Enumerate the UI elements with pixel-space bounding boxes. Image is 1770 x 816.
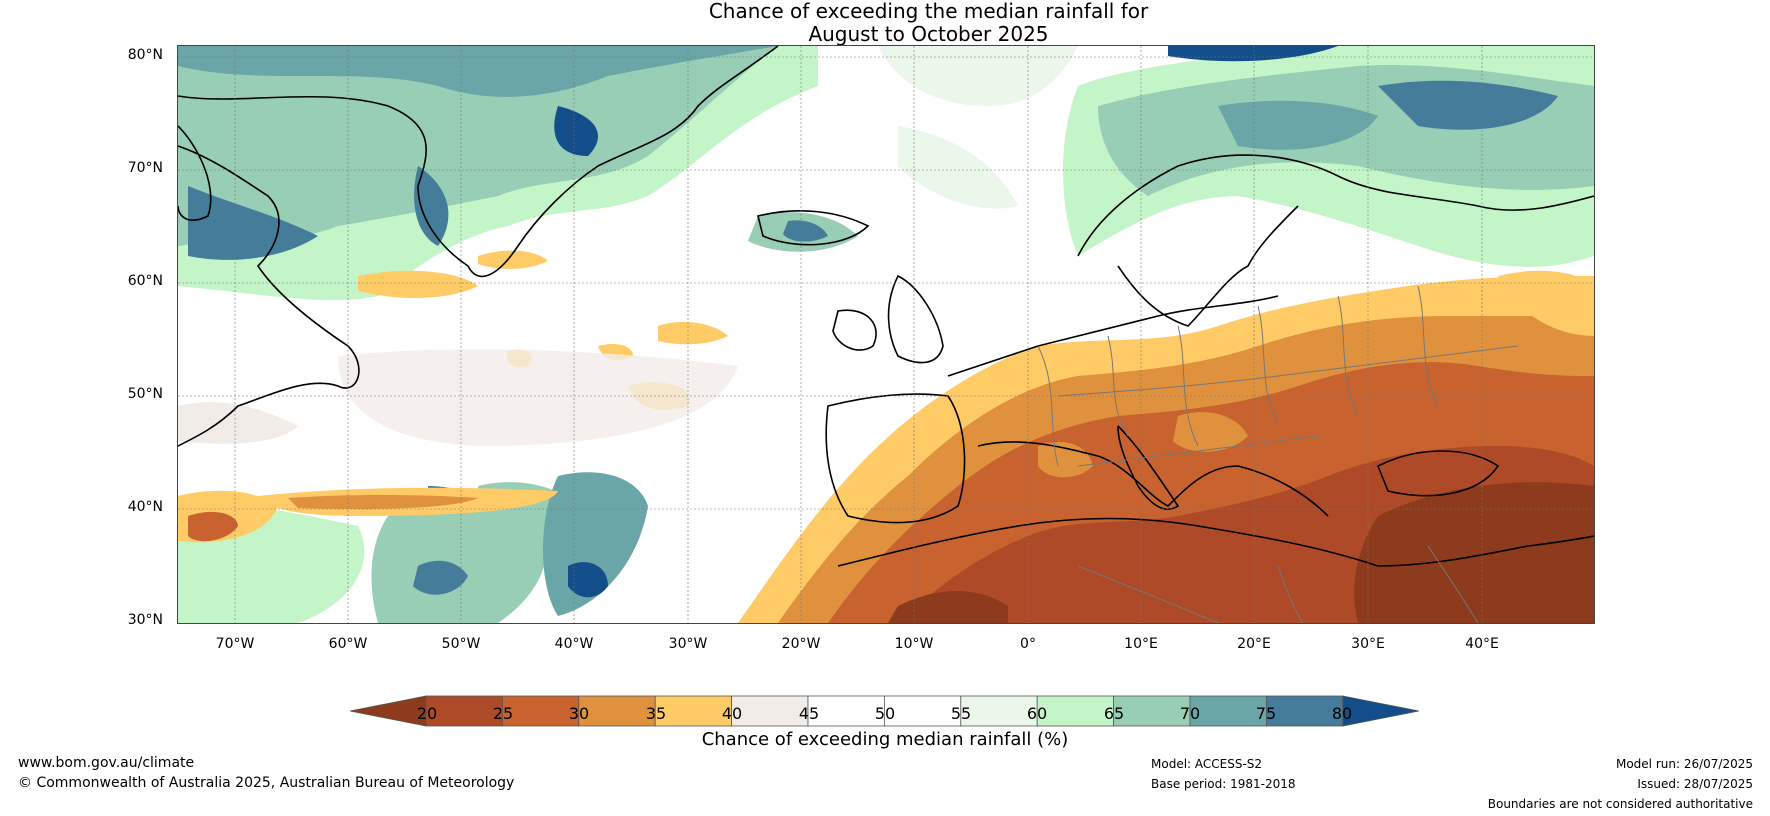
wet-anomaly-region xyxy=(178,46,1594,623)
lat-label-50n: 50°N xyxy=(127,386,163,402)
colorbar-cell xyxy=(1189,695,1267,727)
lon-label-20e: 20°E xyxy=(1237,636,1271,652)
lon-label-30w: 30°W xyxy=(668,636,708,652)
colorbar xyxy=(350,695,1419,727)
lat-label-40n: 40°N xyxy=(127,499,163,515)
lon-label-40w: 40°W xyxy=(554,636,594,652)
colorbar-cell xyxy=(731,695,809,727)
colorbar-tick-40: 40 xyxy=(721,704,743,723)
colorbar-tick-25: 25 xyxy=(492,704,514,723)
map-title: Chance of exceeding the median rainfall … xyxy=(0,0,1770,46)
footer-disclaimer: Boundaries are not considered authoritat… xyxy=(1487,797,1753,811)
title-line-1: Chance of exceeding the median rainfall … xyxy=(708,0,1149,23)
colorbar-cell xyxy=(425,695,503,727)
footer-website: www.bom.gov.au/climate xyxy=(18,755,195,771)
lat-label-60n: 60°N xyxy=(127,273,163,289)
footer-copyright: © Commonwealth of Australia 2025, Austra… xyxy=(18,775,515,791)
colorbar-extend-high xyxy=(1342,695,1419,727)
lat-label-80n: 80°N xyxy=(127,47,163,63)
map-svg xyxy=(178,46,1594,623)
colorbar-tick-70: 70 xyxy=(1179,704,1201,723)
footer-model: Model: ACCESS-S2 xyxy=(1151,757,1263,771)
lon-label-20w: 20°W xyxy=(781,636,821,652)
colorbar-tick-20: 20 xyxy=(416,704,438,723)
lon-label-10w: 10°W xyxy=(894,636,934,652)
lon-label-50w: 50°W xyxy=(441,636,481,652)
colorbar-cell xyxy=(884,695,962,727)
footer-issued: Issued: 28/07/2025 xyxy=(1637,777,1753,791)
colorbar-tick-50: 50 xyxy=(874,704,896,723)
graticule xyxy=(178,46,1594,623)
colorbar-tick-55: 55 xyxy=(950,704,972,723)
weak-dry-patches xyxy=(178,250,1594,543)
colorbar-tick-65: 65 xyxy=(1103,704,1125,723)
colorbar-cell xyxy=(501,695,580,727)
lon-label-10e: 10°E xyxy=(1124,636,1158,652)
colorbar-tick-45: 45 xyxy=(798,704,820,723)
lon-label-40e: 40°E xyxy=(1465,636,1499,652)
colorbar-tick-35: 35 xyxy=(645,704,667,723)
colorbar-cell xyxy=(1113,695,1191,727)
colorbar-tick-60: 60 xyxy=(1026,704,1048,723)
lon-label-0: 0° xyxy=(1020,636,1036,652)
coastlines xyxy=(178,46,1594,567)
lon-label-70w: 70°W xyxy=(215,636,255,652)
lat-label-30n: 30°N xyxy=(127,612,163,628)
rainfall-outlook-map xyxy=(177,45,1595,624)
colorbar-title: Chance of exceeding median rainfall (%) xyxy=(701,729,1069,750)
colorbar-cell xyxy=(578,695,656,727)
lon-label-60w: 60°W xyxy=(328,636,368,652)
colorbar-cell xyxy=(1036,695,1115,727)
colorbar-tick-80: 80 xyxy=(1331,704,1353,723)
lon-label-30e: 30°E xyxy=(1351,636,1385,652)
lat-label-70n: 70°N xyxy=(127,160,163,176)
colorbar-tick-75: 75 xyxy=(1255,704,1277,723)
title-line-2: August to October 2025 xyxy=(808,22,1049,46)
footer-model-run: Model run: 26/07/2025 xyxy=(1615,757,1753,771)
colorbar-tick-30: 30 xyxy=(568,704,590,723)
footer-base-period: Base period: 1981-2018 xyxy=(1151,777,1296,791)
colorbar-cell xyxy=(654,695,733,727)
country-boundaries xyxy=(1037,285,1519,623)
colorbar-cells xyxy=(350,695,1419,727)
